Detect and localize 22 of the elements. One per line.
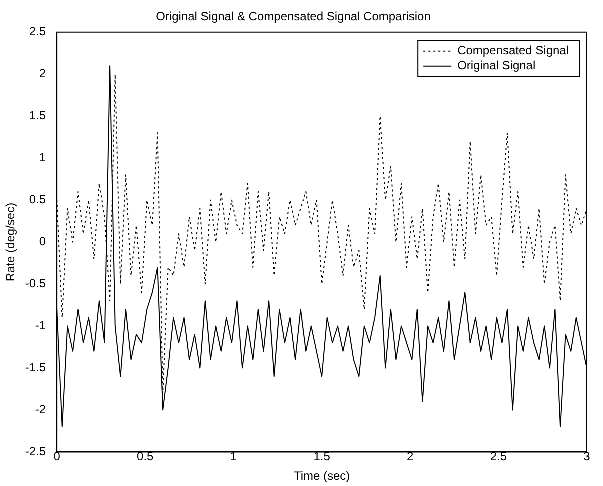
x-tick-label: 1.5 — [314, 450, 331, 464]
y-axis-title: Rate (deg/sec) — [4, 202, 18, 282]
x-tick-label: 3 — [584, 450, 591, 464]
chart-title: Original Signal & Compensated Signal Comparision — [156, 10, 431, 24]
x-tick-label: 1 — [230, 450, 238, 464]
y-tick-label: -0.5 — [25, 276, 46, 291]
y-tick-label: -2.5 — [25, 444, 46, 459]
y-tick-label: -1.5 — [25, 360, 46, 375]
y-tick-label: 1.5 — [29, 108, 46, 123]
y-tick-label: 0 — [39, 234, 46, 249]
legend-label: Original Signal — [458, 58, 536, 73]
x-tick-label: 2.5 — [490, 450, 508, 464]
y-tick-label: -1 — [35, 318, 46, 333]
y-tick-label: -2 — [35, 402, 46, 417]
legend-label: Compensated Signal — [458, 44, 569, 58]
x-tick-label: 0 — [54, 450, 61, 464]
y-tick-label: 2 — [39, 66, 46, 81]
y-tick-label: 0.5 — [29, 192, 46, 207]
y-tick-label: 1 — [39, 150, 46, 165]
x-tick-label: 0.5 — [137, 450, 154, 464]
x-axis-title: Time (sec) — [294, 469, 350, 484]
y-tick-label: 2.5 — [29, 24, 46, 39]
